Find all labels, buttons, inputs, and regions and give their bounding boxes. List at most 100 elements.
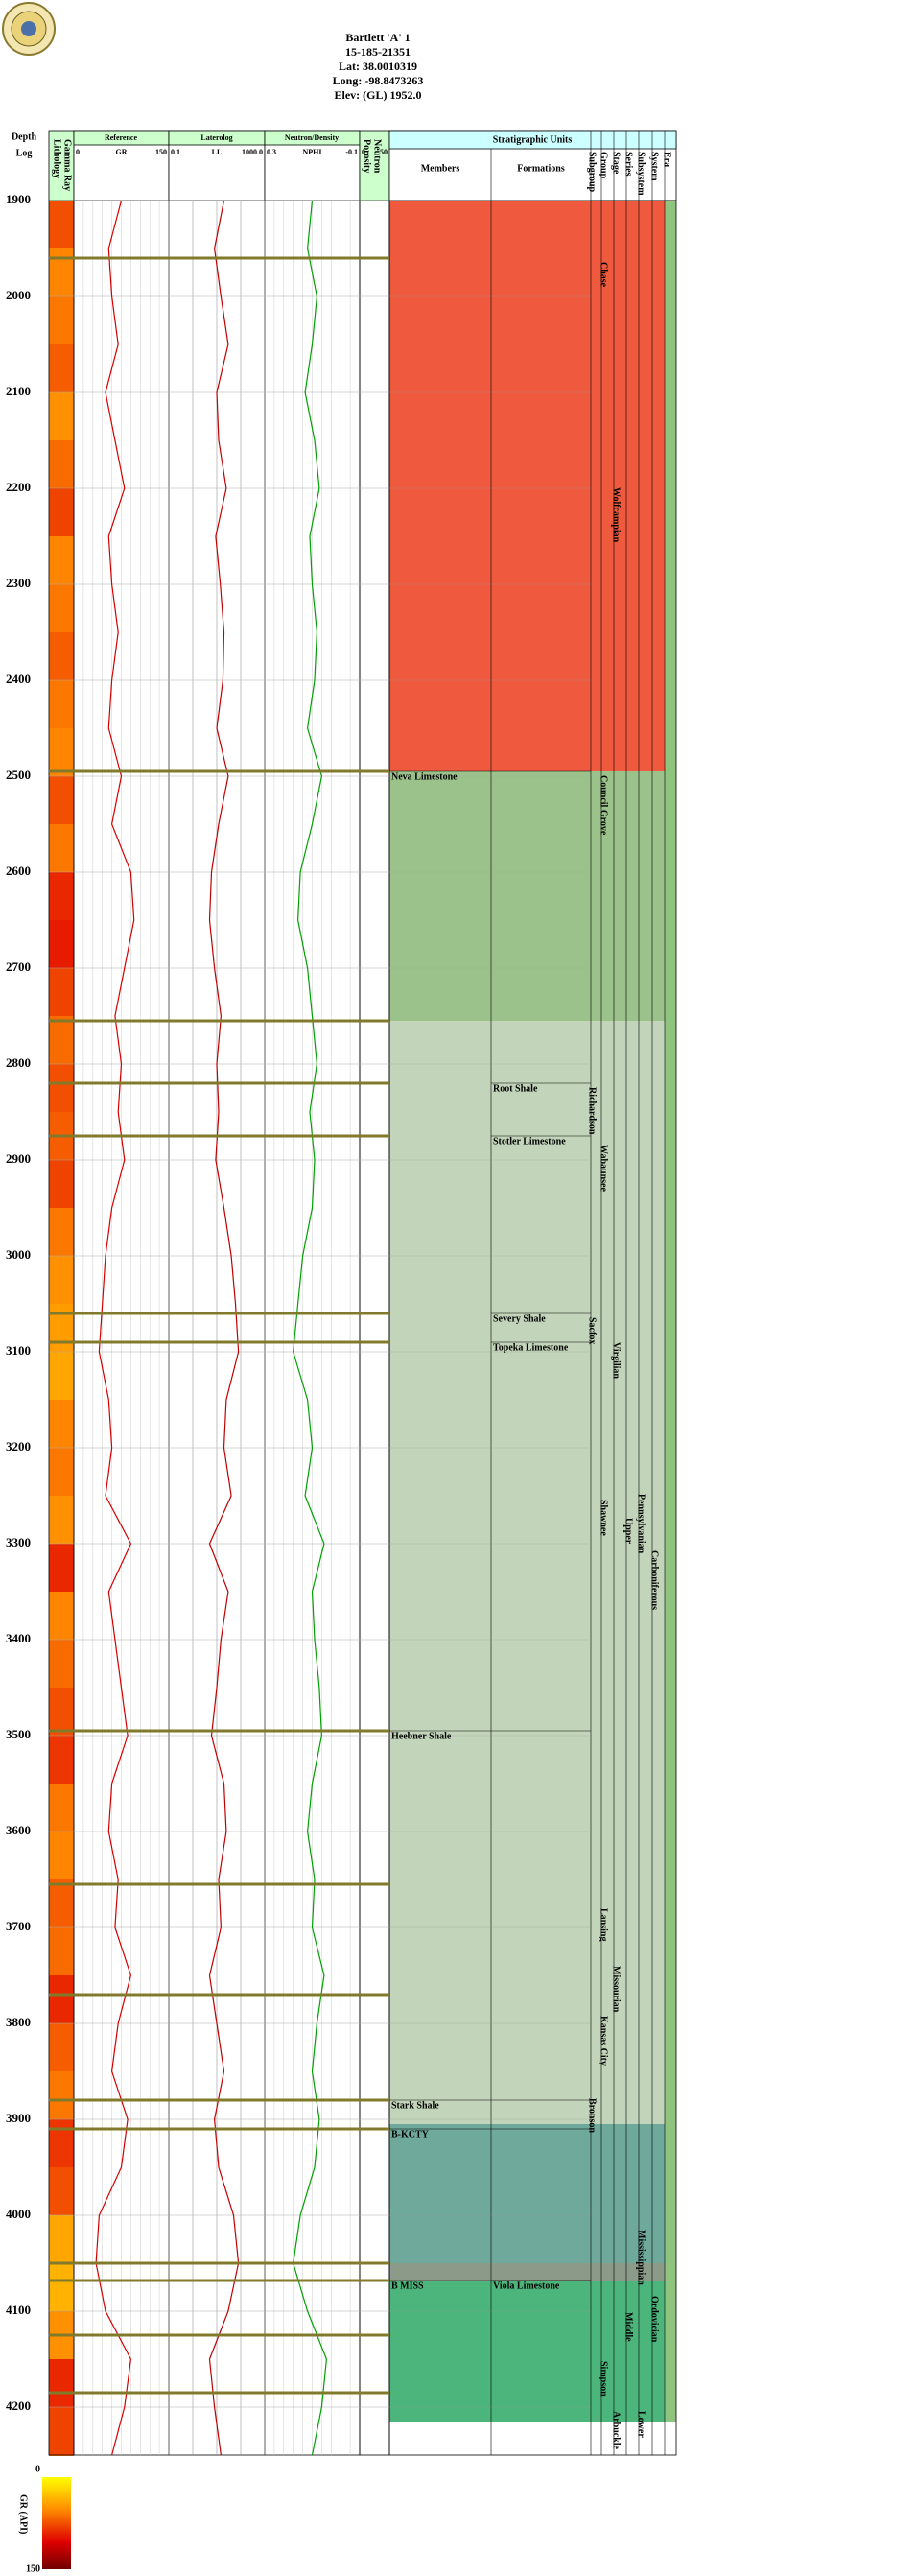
marker-label: Stotler Limestone — [493, 1136, 566, 1146]
lithology-cell — [49, 2119, 74, 2167]
legend-bar — [42, 2477, 71, 2569]
strat-unit: Lower — [636, 2411, 646, 2438]
lithology-cell — [49, 1400, 74, 1448]
depth-header: Log — [16, 148, 33, 158]
lithology-cell — [49, 1784, 74, 1832]
depth-label: 2900 — [6, 1151, 31, 1166]
lithology-cell — [49, 584, 74, 632]
strat-narrow-column: Series — [623, 152, 634, 177]
track-title: Laterolog — [200, 133, 232, 142]
lithology-cell — [49, 824, 74, 872]
track-frame — [359, 200, 390, 2456]
track-title: Porosity — [362, 139, 372, 173]
depth-label: 1900 — [6, 192, 31, 206]
strat-narrow-column: Group — [599, 152, 609, 179]
lithology-cell — [49, 1304, 74, 1352]
laterolog-curve — [208, 200, 240, 2456]
depth-label: 2300 — [6, 576, 31, 590]
title-line: Lat: 38.0010319 — [339, 59, 417, 73]
lithology-cell — [49, 536, 74, 584]
lithology-cell — [49, 968, 74, 1016]
marker-label: Severy Shale — [493, 1313, 546, 1324]
strat-unit: Chase — [599, 262, 609, 288]
strat-unit: Lansing — [599, 1908, 609, 1941]
lithology-cell — [49, 1736, 74, 1784]
marker-label: Heebner Shale — [391, 1731, 452, 1741]
strat-unit: Council Grove — [599, 775, 609, 836]
track-title: Neutron — [372, 139, 383, 174]
legend-max: 150 — [26, 2564, 40, 2574]
marker-label: Stark Shale — [391, 2100, 439, 2111]
curve-name: GR — [116, 148, 128, 156]
lithology-cell — [49, 1832, 74, 1879]
strat-zone — [389, 771, 665, 1021]
scale-max: -0.1 — [345, 148, 358, 156]
lithology-cell — [49, 1256, 74, 1304]
lithology-cell — [49, 392, 74, 440]
lithology-cell — [49, 680, 74, 728]
lithology-cell — [49, 2023, 74, 2071]
strat-narrow-column: Stage — [611, 152, 622, 175]
scale-max: 150 — [155, 148, 167, 156]
strat-zone — [389, 2124, 665, 2263]
lithology-cell — [49, 1352, 74, 1400]
lithology-cell — [49, 1640, 74, 1688]
lithology-cell — [49, 1208, 74, 1256]
depth-label: 4000 — [6, 2207, 31, 2221]
logo — [2, 2, 56, 56]
lithology-header: Gamma Ray — [62, 139, 73, 191]
strat-unit: Bronson — [587, 2098, 598, 2133]
lithology-cell — [49, 2359, 74, 2407]
neutron-curve — [293, 200, 328, 2456]
scale-max: 50 — [380, 148, 388, 156]
lithology-cell — [49, 296, 74, 344]
strat-column: Members — [421, 163, 460, 174]
curve-name: LL — [212, 148, 223, 156]
lithology-cell — [49, 1064, 74, 1112]
lithology-cell — [49, 2455, 74, 2456]
marker-label: Viola Limestone — [493, 2281, 560, 2291]
strat-title: Stratigraphic Units — [493, 134, 573, 145]
lithology-cell — [49, 1975, 74, 2023]
strat-zone — [389, 2263, 665, 2281]
depth-label: 3900 — [6, 2111, 31, 2125]
lithology-cell — [49, 776, 74, 824]
track-title: Reference — [105, 133, 138, 142]
legend-min: 0 — [35, 2464, 40, 2474]
lithology-cell — [49, 1544, 74, 1592]
strat-unit: Kansas City — [599, 2016, 609, 2066]
track-title: Neutron/Density — [285, 133, 339, 142]
strat-unit: Pennsylvanian — [636, 1494, 646, 1554]
depth-label: 2800 — [6, 1055, 31, 1070]
title-line: Bartlett 'A' 1 — [345, 31, 410, 44]
depth-label: 2000 — [6, 288, 31, 302]
strat-column: Formations — [517, 163, 565, 174]
lithology-header: Lithology — [52, 139, 62, 178]
marker-label: Neva Limestone — [391, 771, 458, 782]
strat-narrow-column: Subsystem — [636, 152, 646, 196]
lithology-cell — [49, 2215, 74, 2263]
lithology-cell — [49, 344, 74, 392]
marker-label: B MISS — [391, 2281, 424, 2291]
lithology-cell — [49, 872, 74, 920]
depth-label: 3300 — [6, 1535, 31, 1549]
title-line: 15-185-21351 — [345, 45, 411, 59]
marker-label: B-KCTY — [391, 2129, 430, 2139]
legend-label: GR (API) — [18, 2494, 29, 2534]
strat-zone — [389, 2281, 665, 2422]
lithology-cell — [49, 1927, 74, 1975]
title-line: Long: -98.8473263 — [333, 74, 424, 87]
strat-unit: Arbuckle — [611, 2411, 622, 2450]
scale-min: 0.1 — [171, 148, 180, 156]
strat-unit: Shawnee — [599, 1500, 609, 1536]
depth-label: 2500 — [6, 768, 31, 782]
depth-label: 2400 — [6, 672, 31, 686]
strat-unit: Virgilian — [611, 1342, 622, 1379]
lithology-cell — [49, 920, 74, 968]
strat-zone — [389, 201, 665, 771]
depth-label: 4100 — [6, 2303, 31, 2317]
scale-min: 0.3 — [267, 148, 276, 156]
curve-name: NPHI — [303, 148, 322, 156]
